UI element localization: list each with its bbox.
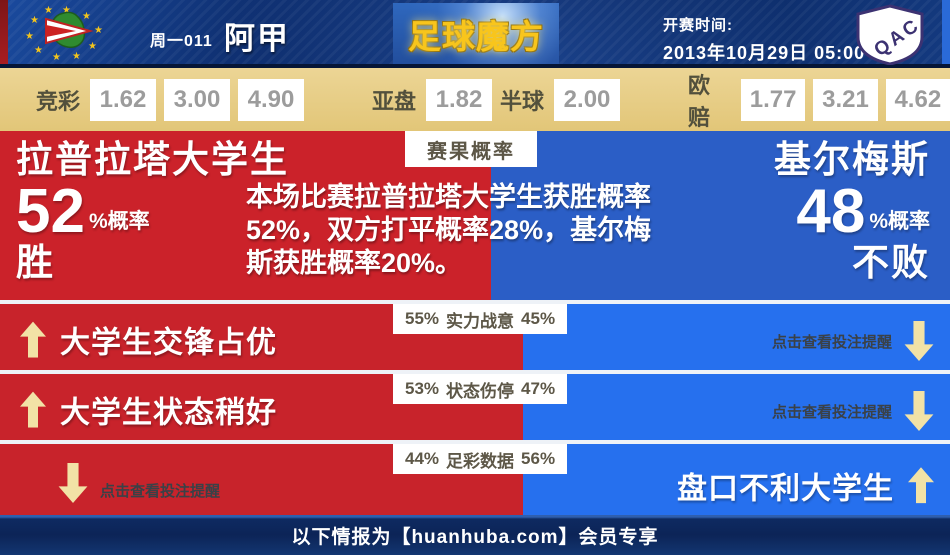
oupei-away-odds: 4.62	[885, 78, 950, 121]
svg-text:★: ★	[30, 15, 39, 26]
away-pool-percent: 56%	[521, 449, 556, 468]
home-percent-suffix: %概率	[88, 210, 150, 233]
home-form-statement: 大学生状态稍好	[20, 388, 277, 432]
oupei-home-odds: 1.77	[740, 78, 806, 121]
svg-text:★: ★	[44, 5, 53, 16]
brand-panel: 足球魔方	[393, 3, 559, 64]
away-outcome-label: 不败	[852, 242, 930, 283]
away-form-percent: 47%	[521, 379, 556, 398]
result-probability-badge: 赛果概率	[405, 131, 537, 167]
away-team-name: 基尔梅斯	[774, 139, 930, 180]
result-probability-section: 赛果概率 拉普拉塔大学生 52 %概率 胜 本场比赛拉普拉塔大学生获胜概率52%…	[0, 131, 950, 300]
betting-reminder-link[interactable]: 点击查看投注提醒	[772, 321, 934, 361]
jingcai-odds-group: 竞彩 1.62 3.00 4.90	[36, 68, 305, 131]
home-team-crest-icon: ★★ ★★ ★★ ★★ ★★	[25, 5, 103, 63]
away-panel	[523, 304, 950, 370]
probability-description: 本场比赛拉普拉塔大学生获胜概率52%，双方打平概率28%，基尔梅斯获胜概率20%…	[246, 182, 652, 278]
odds-bar: 竞彩 1.62 3.00 4.90 亚盘 1.82 半球 2.00 欧赔 1.7…	[0, 68, 950, 131]
factor-row-form: 53% 状态伤停 47% 大学生状态稍好 点击查看投注提醒	[0, 374, 950, 440]
left-edge-accent	[0, 0, 8, 64]
asian-handicap-group: 亚盘 1.82 半球 2.00	[372, 68, 621, 131]
oupei-draw-odds: 3.21	[813, 78, 878, 121]
brand-logo-text: 足球魔方	[408, 17, 544, 55]
right-edge-accent	[942, 0, 950, 64]
betting-reminder-text: 点击查看投注提醒	[100, 483, 221, 500]
svg-text:★: ★	[82, 11, 91, 22]
svg-text:★: ★	[88, 41, 97, 52]
factor-row-pool-data: 44% 足彩数据 56% 点击查看投注提醒 盘口不利大学生	[0, 444, 950, 515]
home-strength-percent: 55%	[405, 309, 440, 328]
yapan-label: 亚盘	[372, 88, 417, 114]
header-bottom-divider	[0, 64, 950, 68]
home-pool-percent: 44%	[405, 449, 440, 468]
yapan-away-odds: 2.00	[554, 78, 621, 121]
home-outcome-label: 胜	[16, 242, 55, 283]
kickoff-label: 开赛时间:	[663, 17, 733, 34]
svg-text:★: ★	[72, 51, 81, 62]
away-percent-suffix: %概率	[869, 210, 930, 233]
svg-text:★: ★	[34, 45, 43, 56]
home-statement-text: 大学生交锋占优	[60, 326, 277, 360]
svg-text:★: ★	[52, 52, 61, 63]
kickoff-time: 2013年10月29日 05:00	[663, 43, 866, 63]
european-odds-group: 欧赔 1.77 3.21 4.62	[688, 68, 950, 131]
betting-reminder-text: 点击查看投注提醒	[771, 333, 892, 351]
down-arrow-icon	[904, 321, 934, 361]
away-panel	[491, 131, 950, 300]
home-form-percent: 53%	[405, 379, 440, 398]
away-strength-percent: 45%	[521, 309, 556, 328]
jingcai-home-odds: 1.62	[90, 78, 157, 121]
away-probability-block: 基尔梅斯 48 %概率 不败	[774, 137, 930, 285]
betting-reminder-link[interactable]: 点击查看投注提醒	[58, 463, 220, 503]
jingcai-draw-odds: 3.00	[164, 78, 231, 121]
form-badge: 53% 状态伤停 47%	[393, 374, 568, 404]
form-label: 状态伤停	[446, 381, 515, 401]
svg-text:★: ★	[94, 25, 103, 36]
up-arrow-icon	[908, 466, 934, 503]
away-unbeaten-percent: 48	[796, 177, 866, 246]
pool-data-badge: 44% 足彩数据 56%	[393, 444, 568, 474]
away-handicap-statement: 盘口不利大学生	[677, 463, 934, 507]
away-panel	[523, 374, 950, 440]
kickoff-block: 开赛时间: 2013年10月29日 05:00	[663, 14, 865, 65]
match-number-label: 周一011	[150, 33, 213, 50]
away-team-crest-icon: QAC	[856, 4, 925, 65]
strength-badge: 55% 实力战意 45%	[393, 304, 568, 334]
member-exclusive-notice: 以下情报为【huanhuba.com】会员专享	[291, 526, 659, 548]
home-advantage-statement: 大学生交锋占优	[20, 318, 277, 362]
down-arrow-icon	[904, 391, 934, 431]
yapan-home-odds: 1.82	[426, 78, 493, 121]
pool-data-label: 足彩数据	[446, 451, 515, 471]
home-team-name: 拉普拉塔大学生	[16, 139, 289, 180]
home-statement-text: 大学生状态稍好	[60, 396, 277, 430]
down-arrow-icon	[58, 463, 88, 503]
away-statement-text: 盘口不利大学生	[677, 471, 894, 505]
svg-text:★: ★	[25, 31, 34, 42]
jingcai-label: 竞彩	[36, 88, 81, 114]
betting-reminder-text: 点击查看投注提醒	[771, 403, 892, 421]
footer-bar: 以下情报为【huanhuba.com】会员专享	[0, 515, 950, 555]
factor-row-strength: 55% 实力战意 45% 大学生交锋占优 点击查看投注提醒	[0, 304, 950, 370]
up-arrow-icon	[20, 321, 46, 358]
up-arrow-icon	[20, 391, 46, 428]
league-name: 阿甲	[224, 21, 290, 56]
home-probability-block: 拉普拉塔大学生 52 %概率 胜	[16, 137, 289, 285]
handicap-label: 半球	[500, 88, 545, 114]
svg-text:★: ★	[62, 5, 71, 16]
jingcai-away-odds: 4.90	[238, 78, 305, 121]
away-panel	[523, 444, 950, 515]
header-bar: ★ ★ ★ ★ ★ ★ ★ ★ ★ ★ 周一011 阿甲 足球魔方 开赛时间: 2013年…	[0, 0, 950, 68]
betting-reminder-link[interactable]: 点击查看投注提醒	[772, 391, 934, 431]
strength-label: 实力战意	[446, 311, 515, 331]
oupei-label: 欧赔	[688, 72, 711, 130]
home-win-percent: 52	[16, 177, 85, 246]
